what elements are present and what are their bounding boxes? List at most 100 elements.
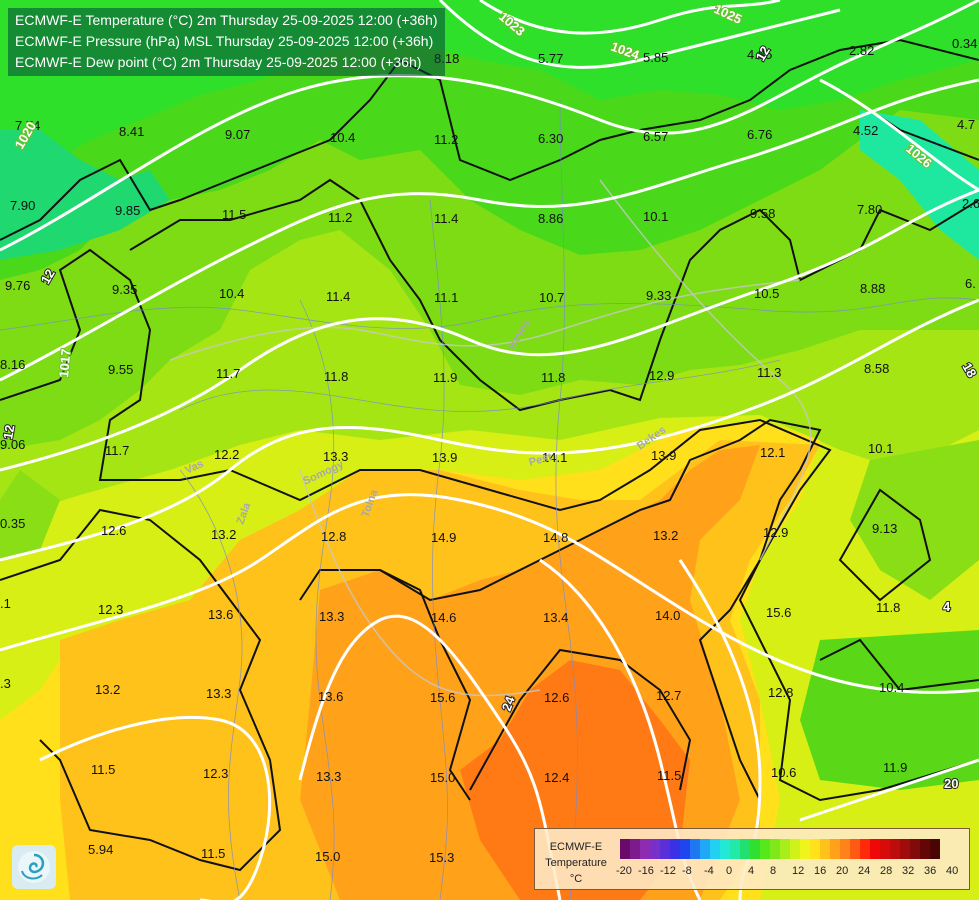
- dewpoint-line-west: [0, 508, 282, 872]
- isobar-1018: [0, 493, 979, 694]
- dewpoint-label: 4: [943, 599, 951, 614]
- temperature-value: 15.0: [430, 770, 455, 785]
- dewpoint-line-10: [129, 178, 979, 412]
- temperature-value: 11.9: [433, 370, 457, 385]
- legend-tick-label: -8: [682, 865, 692, 877]
- temperature-value: 4.52: [853, 123, 878, 138]
- legend-color-cell: [700, 839, 710, 859]
- temperature-value: 14.6: [431, 610, 456, 625]
- temperature-value: 11.5: [222, 207, 246, 222]
- temperature-value: 12.7: [656, 688, 681, 703]
- temperature-value: 5.94: [88, 842, 113, 857]
- temperature-value: 12.8: [768, 685, 793, 700]
- temperature-value: 13.2: [95, 682, 120, 697]
- temperature-values: 7.74 8.41 9.07 10.4 11.2 6.30 6.57 6.76 5.77 5.85…: [0, 36, 979, 865]
- temperature-value: 9.33: [646, 288, 671, 303]
- temperature-value: 11.7: [105, 443, 129, 458]
- country-border-1: [169, 279, 801, 361]
- temperature-value: 15.0: [315, 849, 340, 864]
- title-pressure: ECMWF-E Pressure (hPa) MSL Thursday 25-0…: [15, 33, 434, 49]
- legend-color-cell: [900, 839, 910, 859]
- legend-color-cell: [780, 839, 790, 859]
- isobar-1019: [0, 298, 979, 562]
- dewpoint-line-16: [320, 418, 822, 801]
- temperature-value: 13.4: [543, 610, 568, 625]
- band-green-east: [850, 440, 979, 600]
- temperature-value: 4.7: [957, 117, 975, 132]
- temperature-value: 4.85: [747, 47, 772, 62]
- legend-color-cell: [880, 839, 890, 859]
- dewpoint-contours: [0, 38, 979, 872]
- temperature-value: 10.5: [754, 286, 779, 301]
- legend-color-cell: [870, 839, 880, 859]
- temperature-legend: ECMWF-E Temperature °C -20 -16 -12 -8 -4 0 4 8 1…: [534, 828, 970, 890]
- temperature-value: 13.6: [208, 607, 233, 622]
- legend-tick-label: 24: [858, 865, 871, 877]
- legend-color-cell: [750, 839, 760, 859]
- temperature-value: 11.5: [657, 768, 681, 783]
- map-title-box: ECMWF-E Temperature (°C) 2m Thursday 25-…: [8, 8, 445, 76]
- temperature-value: 11.9: [883, 760, 907, 775]
- temperature-value: 8.88: [860, 281, 885, 296]
- temperature-value: 14.1: [542, 450, 567, 465]
- temperature-value: 12.6: [544, 690, 569, 705]
- temperature-value: 0.34: [952, 36, 977, 51]
- legend-color-cell: [930, 839, 940, 859]
- legend-color-cell: [710, 839, 720, 859]
- isobar-1016: [298, 614, 562, 900]
- border-line-3: [0, 297, 979, 331]
- temperature-value: 13.3: [316, 769, 341, 784]
- boundary-lines: [0, 99, 979, 900]
- temperature-value: 11.3: [757, 365, 781, 380]
- isobar-east: [799, 758, 979, 822]
- dewpoint-line-8: [0, 38, 979, 241]
- temperature-value: 12.3: [203, 766, 228, 781]
- legend-color-bar: [620, 839, 940, 859]
- legend-color-cell: [810, 839, 820, 859]
- legend-color-cell: [790, 839, 800, 859]
- dewpoint-loop-east: [838, 488, 932, 602]
- temperature-value: 9.06: [0, 437, 25, 452]
- temperature-value: .1: [0, 596, 11, 611]
- legend-tick-label: 0: [726, 865, 733, 877]
- temperature-value: 10.1: [643, 209, 668, 224]
- dewpoint-label: 24: [499, 694, 518, 713]
- isobar-1022: [0, 188, 979, 472]
- temperature-value: 10.7: [539, 290, 564, 305]
- temperature-value: 0.35: [0, 516, 25, 531]
- temperature-value: 9.58: [750, 206, 775, 221]
- temperature-value: 12.4: [544, 770, 569, 785]
- country-border-2: [299, 469, 541, 697]
- dewpoint-label: 12: [0, 424, 17, 441]
- legend-color-cell: [660, 839, 670, 859]
- isobar-1023: [479, 0, 781, 35]
- temperature-value: 14.8: [543, 530, 568, 545]
- legend-color-cell: [690, 839, 700, 859]
- temperature-value: 10.4: [879, 680, 904, 695]
- dewpoint-line-20: [469, 648, 692, 791]
- legend-color-cell: [670, 839, 680, 859]
- border-line-4: [179, 469, 243, 900]
- temperature-value: 13.3: [206, 686, 231, 701]
- temperature-value: 10.6: [771, 765, 796, 780]
- legend-tick-label: 36: [924, 865, 937, 877]
- legend-title: ECMWF-E Temperature °C: [537, 839, 615, 887]
- legend-tick-label: 8: [770, 865, 777, 877]
- dewpoint-label: 20: [944, 776, 958, 791]
- swirl-logo-icon: [18, 851, 50, 883]
- temperature-value: 11.7: [216, 366, 240, 381]
- legend-unit: °C: [569, 873, 583, 885]
- legend-color-cell: [640, 839, 650, 859]
- legend-color-cell: [770, 839, 780, 859]
- temperature-value: 13.6: [318, 689, 343, 704]
- legend-color-cell: [850, 839, 860, 859]
- legend-model: ECMWF-E: [549, 841, 603, 853]
- legend-color-cell: [620, 839, 630, 859]
- temperature-value: 6.76: [747, 127, 772, 142]
- temperature-value: 13.9: [432, 450, 457, 465]
- legend-color-cell: [760, 839, 770, 859]
- legend-color-cell: [920, 839, 930, 859]
- temperature-value: 10.4: [330, 130, 355, 145]
- temperature-value: 11.2: [434, 132, 458, 147]
- temperature-value: 11.8: [541, 370, 565, 385]
